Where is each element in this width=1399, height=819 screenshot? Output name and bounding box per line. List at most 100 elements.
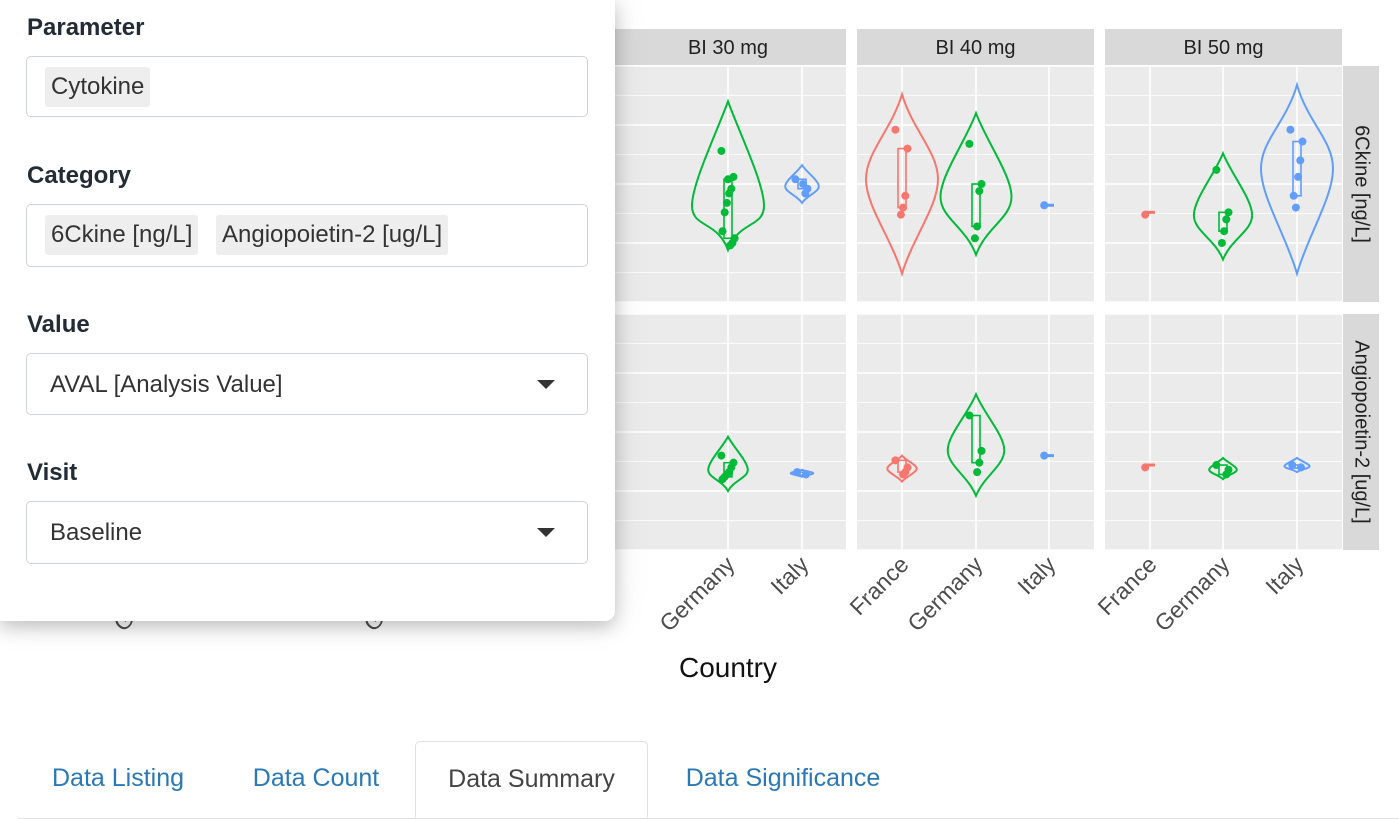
violin-germany: [939, 110, 1013, 258]
data-point: [1040, 201, 1049, 210]
data-point: [970, 234, 979, 243]
data-point: [899, 470, 908, 479]
data-point: [1296, 156, 1305, 165]
data-point: [1288, 461, 1297, 470]
category-chip-6ckine[interactable]: 6Ckine [ng/L]: [45, 215, 199, 255]
data-point: [717, 451, 726, 460]
violin-germany: [690, 98, 766, 254]
data-point: [1212, 165, 1221, 174]
data-point: [717, 146, 726, 155]
tab-data-significance[interactable]: Data Significance: [685, 764, 881, 792]
tab-data-summary[interactable]: Data Summary: [415, 741, 648, 818]
data-point: [1141, 463, 1150, 472]
data-point: [722, 198, 731, 207]
facet-strip: [857, 29, 1094, 65]
x-tick-label: Italy: [1012, 551, 1061, 600]
violin-germany: [946, 391, 1006, 499]
data-point: [1220, 227, 1229, 236]
violin-france: [886, 454, 918, 484]
data-point: [802, 470, 810, 479]
x-tick-label: Germany: [654, 551, 740, 637]
category-label: Category: [27, 162, 132, 189]
data-point: [1297, 463, 1305, 472]
data-point: [891, 125, 900, 134]
data-point: [718, 475, 727, 484]
data-point: [965, 411, 974, 420]
violin-italy: [1259, 81, 1335, 278]
data-point: [793, 468, 802, 477]
tab-data-listing[interactable]: Data Listing: [51, 764, 185, 792]
data-point: [801, 189, 810, 198]
data-point: [718, 227, 727, 236]
data-point: [791, 175, 800, 184]
data-point: [975, 187, 984, 196]
data-point: [899, 203, 908, 212]
data-point: [1294, 172, 1303, 181]
filter-panel: Parameter Cytokine Category 6Ckine [ng/L…: [0, 0, 615, 621]
parameter-label: Parameter: [27, 14, 145, 41]
value-label: Value: [27, 311, 90, 338]
facet-label: BI 50 mg: [1183, 37, 1263, 59]
data-point: [891, 456, 900, 465]
data-point: [1212, 461, 1221, 470]
data-point: [725, 189, 734, 198]
data-point: [896, 210, 905, 219]
data-point: [720, 208, 729, 217]
data-point: [1298, 137, 1307, 146]
data-point: [1040, 451, 1049, 460]
visit-selected: Baseline: [50, 519, 143, 546]
data-point: [977, 446, 986, 455]
data-point: [1141, 210, 1150, 219]
data-point: [965, 139, 974, 148]
parameter-select[interactable]: Cytokine: [26, 56, 588, 117]
data-point: [1224, 208, 1233, 217]
data-point: [1222, 215, 1231, 224]
visit-select[interactable]: Baseline: [26, 501, 588, 564]
data-point: [724, 175, 732, 184]
category-select[interactable]: 6Ckine [ng/L] Angiopoietin-2 [ug/L]: [26, 204, 588, 267]
x-tick-label: Germany: [902, 551, 988, 637]
data-point: [1222, 470, 1231, 479]
data-point: [973, 468, 982, 477]
category-chip-angiopoietin[interactable]: Angiopoietin-2 [ug/L]: [216, 215, 449, 255]
chevron-down-icon[interactable]: [537, 380, 555, 389]
x-tick-label: Italy: [765, 551, 814, 600]
data-point: [903, 144, 912, 153]
data-point: [973, 222, 982, 231]
violin-france: [864, 90, 940, 278]
x-tick-label: France: [845, 551, 914, 620]
violin-italy: [784, 163, 820, 205]
x-tick-label: France: [1093, 551, 1162, 620]
facet-strip: [1105, 29, 1342, 65]
row-strip: [1343, 314, 1379, 550]
facet-strip: [580, 29, 846, 65]
tab-data-count[interactable]: Data Count: [252, 764, 380, 792]
violin-italy: [1283, 456, 1311, 474]
x-axis-title: Country: [679, 652, 777, 683]
violin-germany: [707, 434, 749, 494]
value-select[interactable]: AVAL [Analysis Value]: [26, 353, 588, 415]
value-selected: AVAL [Analysis Value]: [50, 371, 283, 398]
row-strip: [1343, 66, 1379, 302]
facet-label: BI 40 mg: [935, 37, 1015, 59]
tab-bar: Data Listing Data Count Data Summary Dat…: [18, 741, 1399, 819]
chevron-down-icon[interactable]: [537, 528, 555, 537]
violin-germany: [1192, 150, 1254, 263]
x-tick-label: Germany: [1149, 551, 1235, 637]
data-point: [1286, 125, 1295, 134]
violin-italy: [789, 468, 815, 478]
x-tick-label: Italy: [1260, 551, 1309, 600]
data-point: [901, 191, 910, 200]
data-point: [1217, 239, 1226, 247]
facet-label: BI 30 mg: [688, 37, 768, 59]
violin-germany: [1208, 456, 1238, 481]
data-point: [977, 180, 986, 188]
data-point: [1289, 191, 1298, 200]
parameter-chip[interactable]: Cytokine: [45, 67, 151, 107]
data-point: [975, 458, 984, 467]
row-label: 6Ckine [ng/L]: [1351, 125, 1373, 243]
data-point: [799, 180, 808, 188]
data-point: [1291, 203, 1300, 212]
row-label: Angiopoietin-2 [ug/L]: [1351, 340, 1373, 523]
visit-label: Visit: [27, 459, 78, 486]
